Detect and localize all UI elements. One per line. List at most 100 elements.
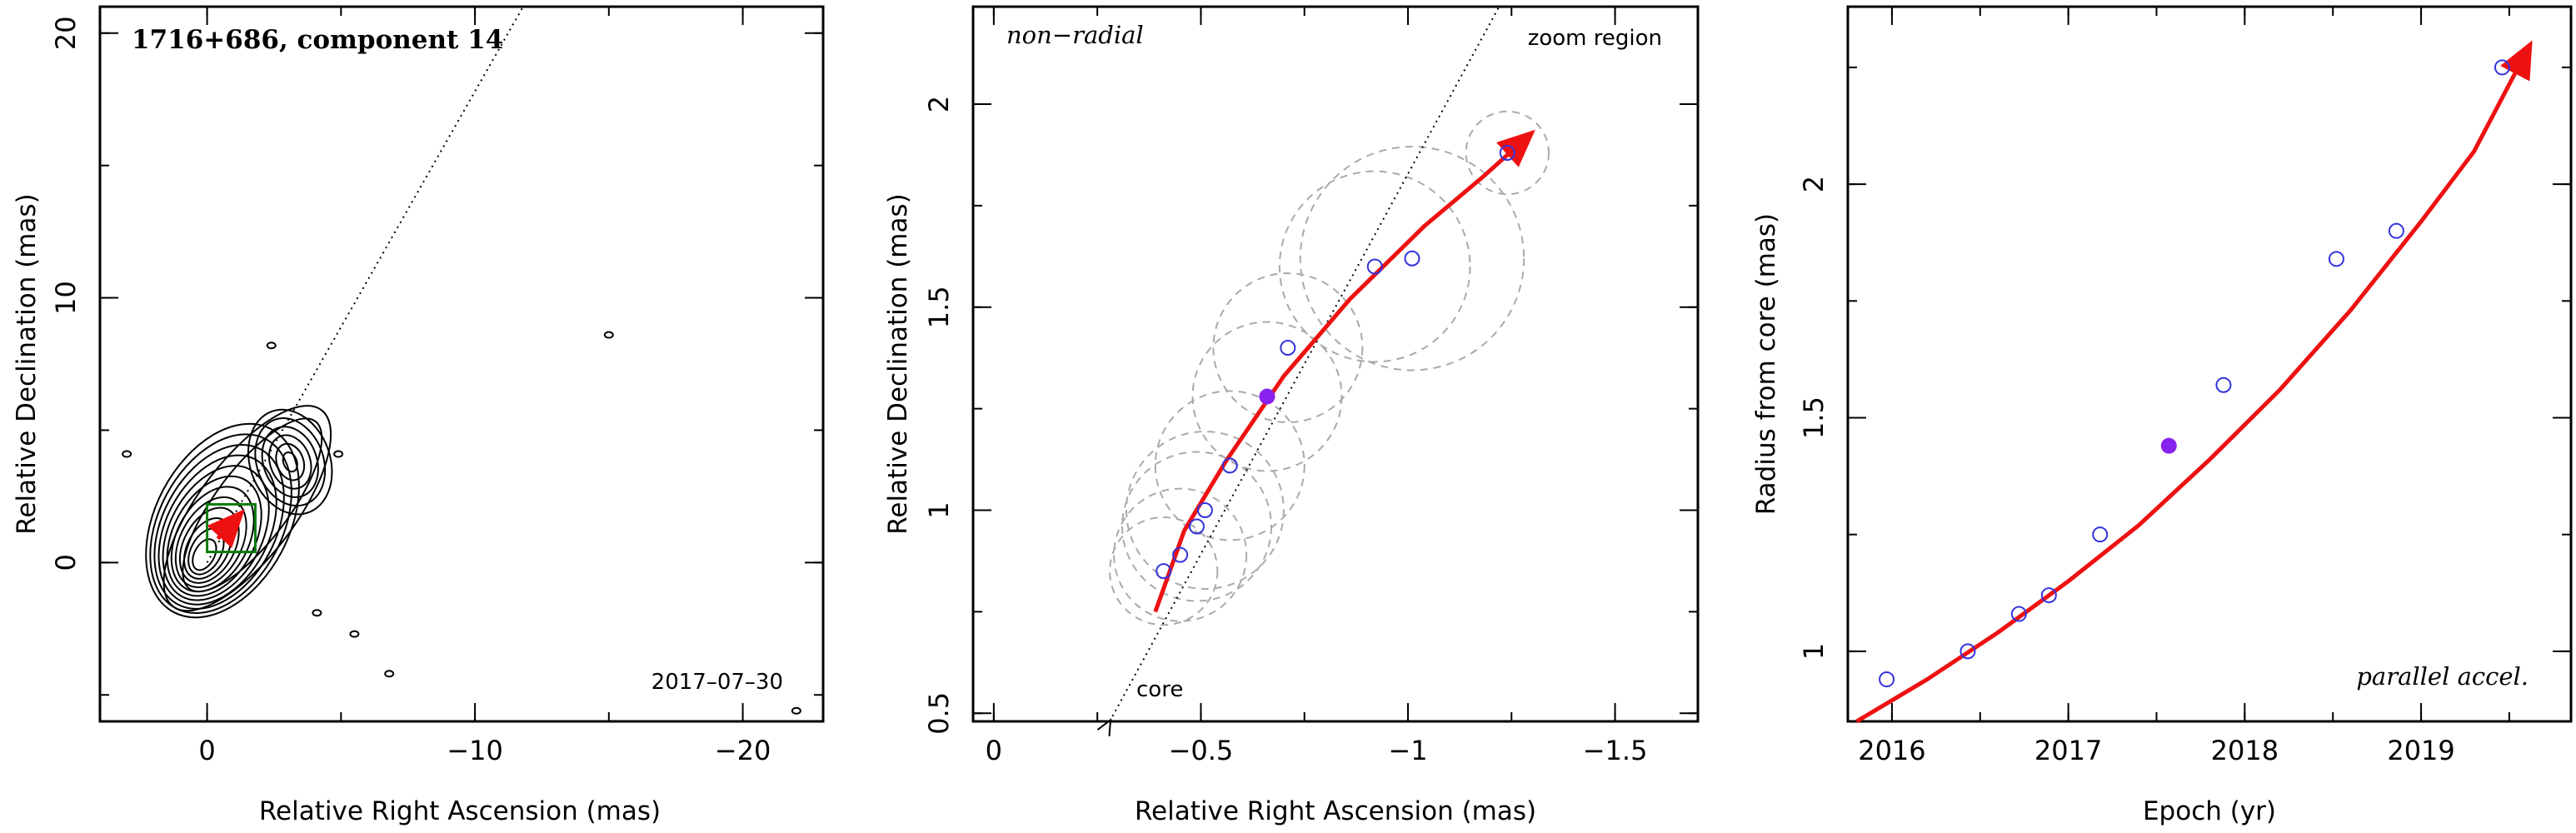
data-point [1172, 546, 1189, 563]
panel-3-parallel-accel-annotation: parallel accel. [2356, 662, 2529, 691]
contour-core-level [145, 422, 300, 619]
panel-2-x-tick-3: −1.5 [1583, 735, 1648, 766]
data-point [1156, 563, 1172, 580]
panel-2-y-axis-title: Relative Declination (mas) [883, 193, 913, 535]
panel-2-ticks [973, 7, 1698, 721]
panel-1-x-tick-2: −20 [715, 735, 771, 766]
panel-3-y-tick-2: 2 [1798, 176, 1830, 192]
data-point [1366, 258, 1383, 275]
contour-core-level [153, 443, 285, 610]
contour-core-level [166, 475, 262, 597]
contour-isolated [349, 630, 360, 638]
data-point [2010, 606, 2027, 622]
data-point [1499, 145, 1515, 161]
panel-2-nonradial-annotation: non−radial [1006, 21, 1144, 49]
panel-2-points [1156, 145, 1515, 580]
panel-1-frame [98, 5, 825, 723]
error-circle [1299, 146, 1525, 372]
error-circle [1109, 516, 1219, 626]
data-point-filled [1259, 388, 1276, 405]
panel-1-y-tick-0: 0 [50, 554, 82, 571]
panel-1-zoom-box [206, 502, 257, 554]
panel-3-radius-epoch: parallel accel. 2016 2017 2018 2019 1 1.… [1751, 5, 2573, 826]
contour-jet-envelope [182, 417, 323, 593]
error-circle [1278, 170, 1471, 363]
data-point [1188, 518, 1205, 535]
error-circle [1212, 272, 1364, 423]
contour-knot-level [268, 434, 312, 490]
contour-isolated [333, 450, 344, 458]
contour-isolated [791, 706, 801, 715]
panel-2-zoom-region-annotation: zoom region [1528, 26, 1662, 51]
panel-1-trajectory-arrow [207, 509, 245, 548]
data-point [2494, 59, 2510, 76]
data-point [1959, 643, 1976, 660]
panel-2-x-axis-title: Relative Right Ascension (mas) [1135, 796, 1536, 826]
data-point-filled [2160, 437, 2177, 454]
data-point [1404, 250, 1420, 267]
panel-1-contours [122, 331, 801, 715]
data-point [1196, 502, 1213, 518]
panel-2-x-tick-0: 0 [986, 735, 1002, 766]
panel-1-x-tick-0: 0 [198, 735, 215, 766]
error-circle [1121, 451, 1272, 602]
contour-core-level [174, 496, 247, 589]
panel-2-y-tick-2: 1.5 [923, 286, 955, 328]
panel-2-frame [971, 5, 1700, 723]
panel-1-y-tick-1: 10 [50, 281, 82, 315]
panel-2-y-tick-3: 2 [923, 96, 955, 112]
panel-3-x-tick-3: 2019 [2387, 735, 2454, 766]
contour-knot-level [282, 451, 298, 473]
panel-2-x-tick-1: −0.5 [1169, 735, 1234, 766]
panel-3-fit-curve [1855, 40, 2533, 724]
panel-2-error-circles [1109, 110, 1550, 626]
data-point [2092, 526, 2109, 543]
data-point [1280, 340, 1296, 356]
contour-isolated [122, 450, 132, 458]
panel-1-x-axis-title: Relative Right Ascension (mas) [259, 796, 661, 826]
error-circle [1465, 110, 1550, 196]
error-circle [1113, 487, 1248, 622]
contour-isolated [266, 342, 277, 350]
data-point [2388, 222, 2404, 239]
panel-3-x-tick-0: 2016 [1858, 735, 1925, 766]
panel-3-x-tick-1: 2017 [2034, 735, 2102, 766]
data-point [2328, 251, 2344, 267]
error-circle [1191, 321, 1343, 472]
data-point [2040, 587, 2057, 604]
panel-2-fit-curve [1153, 129, 1535, 613]
panel-3-x-tick-2: 2018 [2211, 735, 2279, 766]
contour-isolated [312, 609, 322, 617]
panel-2-x-tick-2: −1 [1388, 735, 1427, 766]
contour-knot-level [261, 426, 319, 498]
contour-isolated [384, 670, 395, 678]
panel-3-x-axis-title: Epoch (yr) [2143, 796, 2276, 826]
panel-2-direction-line [1110, 6, 1500, 721]
data-point [2215, 377, 2232, 393]
error-circle [1154, 390, 1305, 541]
contour-core-level [162, 465, 270, 601]
panel-1-contour-map: 1716+686, component 14 2017–07–30 0 −10 … [12, 5, 825, 826]
contour-knot-level [275, 442, 306, 481]
panel-3-y-tick-0: 1 [1798, 643, 1830, 660]
panel-1-title-annotation: 1716+686, component 14 [132, 25, 503, 55]
panel-1-date-annotation: 2017–07–30 [651, 670, 783, 695]
contour-knot-level [254, 417, 327, 507]
panel-3-ticks [1848, 7, 2571, 721]
panel-1-y-axis-title: Relative Declination (mas) [12, 193, 42, 535]
panel-2-zoom-scatter: non−radial zoom region core 0 −0.5 −1 −1… [883, 5, 1700, 826]
panel-3-frame [1846, 5, 2573, 723]
contour-core-level [192, 538, 217, 571]
panel-2-y-tick-1: 1 [923, 501, 955, 518]
panel-2-y-tick-0: 0.5 [923, 692, 955, 735]
panel-2-core-annotation: core [1136, 677, 1183, 702]
panel-3-points [1879, 59, 2510, 688]
contour-jet-envelope [162, 405, 332, 612]
panel-1-y-tick-2: 20 [50, 16, 82, 50]
error-circle [1125, 431, 1285, 590]
panel-3-y-axis-title: Radius from core (mas) [1751, 213, 1781, 515]
data-point [1879, 671, 1895, 688]
panel-1-ticks [100, 7, 823, 721]
panel-3-y-tick-1: 1.5 [1798, 397, 1830, 439]
